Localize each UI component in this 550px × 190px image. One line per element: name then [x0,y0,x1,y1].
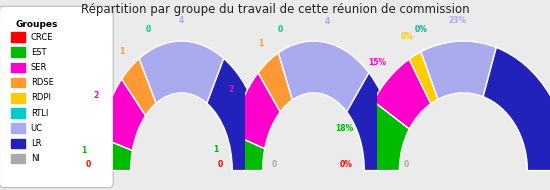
Text: 4: 4 [264,91,270,100]
Wedge shape [139,41,224,103]
Text: 0: 0 [277,25,283,34]
Wedge shape [207,59,266,171]
Text: 0%: 0% [415,25,427,34]
Text: UC: UC [31,124,43,133]
Text: 0: 0 [145,25,151,34]
Text: LR: LR [31,139,41,148]
Bar [12,124,25,133]
Text: 0%: 0% [415,25,427,34]
Text: 0%: 0% [400,32,414,41]
Text: 23%: 23% [448,16,466,25]
Text: 1: 1 [119,47,124,56]
Bar [12,32,25,42]
Text: 1: 1 [258,40,263,48]
Text: CRCE: CRCE [31,32,53,42]
Bar [12,139,25,148]
Text: 0: 0 [404,160,409,169]
Wedge shape [229,134,265,171]
Text: 18%: 18% [336,124,354,133]
Text: Groupes: Groupes [15,20,58,29]
Text: EST: EST [31,48,46,57]
Text: 2: 2 [94,91,99,100]
Text: 0: 0 [218,160,223,169]
Text: 0: 0 [86,160,91,169]
Bar [12,154,25,163]
Text: NI: NI [31,154,40,163]
Text: 2: 2 [228,85,233,94]
Wedge shape [100,79,146,150]
Wedge shape [421,41,496,99]
Wedge shape [122,59,156,116]
FancyBboxPatch shape [0,6,113,188]
Text: 4: 4 [325,17,330,26]
Text: 15%: 15% [368,58,386,67]
Text: 0%: 0% [340,160,353,169]
Text: 3: 3 [400,104,405,112]
Wedge shape [346,73,398,171]
Wedge shape [409,52,438,104]
Bar [12,78,25,87]
Text: 0: 0 [272,160,277,169]
Bar [12,93,25,103]
Text: RDSE: RDSE [31,78,53,87]
Wedge shape [97,137,133,171]
Bar [12,108,25,118]
Text: 1: 1 [81,146,86,155]
Text: RDPI: RDPI [31,93,51,102]
Text: 1: 1 [213,145,219,154]
Text: 0: 0 [277,25,283,34]
Wedge shape [232,73,280,149]
Text: RTLI: RTLI [31,108,48,118]
Wedge shape [258,53,293,112]
Wedge shape [483,48,550,171]
Bar [12,48,25,57]
Wedge shape [357,101,409,171]
Bar [12,63,25,72]
Wedge shape [373,59,431,129]
Text: 4: 4 [179,16,184,25]
Text: 0: 0 [145,25,151,34]
Wedge shape [278,41,369,112]
Text: SER: SER [31,63,47,72]
Text: Répartition par groupe du travail de cette réunion de commission: Répartition par groupe du travail de cet… [81,3,469,16]
